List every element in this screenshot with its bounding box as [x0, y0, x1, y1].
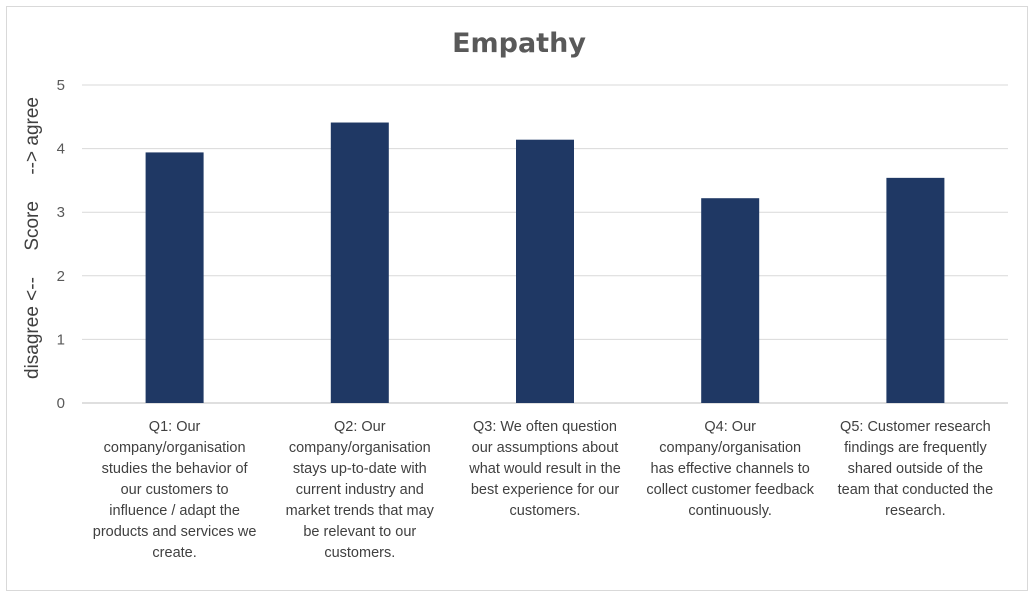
- x-axis-categories: Q1: Our company/organisation studies the b…: [93, 419, 993, 561]
- y-tick-label: 0: [57, 395, 65, 412]
- bar: [145, 152, 204, 403]
- y-tick-label: 4: [57, 141, 65, 158]
- y-tick-label: 3: [57, 204, 65, 221]
- y-axis-label: disagree <-- Score --> agree: [22, 97, 43, 379]
- chart-title: Empathy: [452, 28, 586, 59]
- y-tick-label: 5: [57, 77, 65, 94]
- bar: [516, 139, 574, 404]
- x-category-label: Q5: Customer research findings are freque…: [838, 419, 994, 519]
- y-tick-label: 1: [57, 331, 65, 348]
- y-tick-label: 2: [57, 268, 65, 285]
- bar: [701, 198, 760, 403]
- bars: [145, 122, 945, 404]
- x-category-label: Q2: Our company/organisation stays up-to-d…: [286, 419, 435, 561]
- y-axis-ticks: 0 1 2 3 4 5: [57, 77, 65, 412]
- x-category-label: Q3: We often question our assumptions abo…: [468, 419, 621, 519]
- bar: [886, 177, 945, 403]
- bar: [330, 122, 389, 404]
- x-category-label: Q4: Our company/organisation has effective…: [646, 419, 814, 519]
- x-category-label: Q1: Our company/organisation studies the b…: [93, 419, 257, 561]
